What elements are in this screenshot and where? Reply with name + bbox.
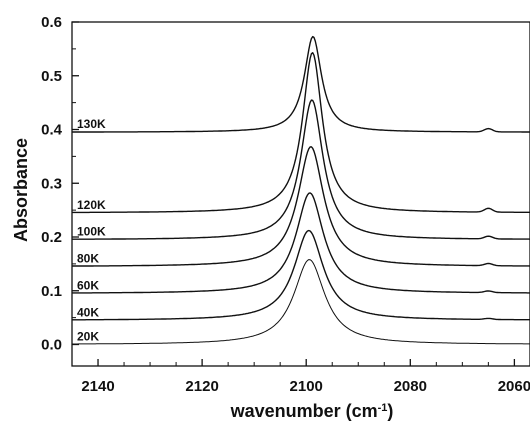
series-lines [71,35,530,345]
series-line-80k [71,146,530,267]
x-tick-label: 2140 [81,378,114,395]
y-axis: 0.0 0.1 0.2 0.3 0.4 0.5 0.6 [41,14,79,354]
y-axis-title: Absorbance [11,138,31,242]
y-tick-label: 0.1 [41,283,62,300]
x-tick-label: 2080 [394,378,427,395]
x-tick-label: 2100 [290,378,323,395]
y-tick-label: 0.5 [41,68,62,85]
series-line-120k [72,52,530,214]
series-label-100k: 100K [77,225,106,239]
series-label-20k: 20K [77,330,99,344]
series-labels: 20K 40K 60K 80K 100K 120K 130K [77,117,106,343]
series-line-130k [72,35,530,133]
x-axis-title-main: wavenumber (cm [230,401,378,421]
plot-frame [71,21,530,367]
series-label-40k: 40K [77,305,99,319]
y-tick-label: 0.6 [41,14,62,31]
series-label-130k: 130K [77,117,106,131]
series-label-120k: 120K [77,198,106,212]
series-line-60k [72,192,530,294]
series-line-20k [72,259,530,345]
y-tick-label: 0.0 [41,337,62,354]
y-tick-label: 0.3 [41,175,62,192]
y-tick-label: 0.2 [41,229,62,246]
x-tick-label: 2120 [185,378,218,395]
series-line-40k [72,229,530,321]
x-axis-title: wavenumber (cm-1) [230,401,394,421]
x-tick-label: 2060 [498,378,530,395]
x-axis: 2140 2120 2100 2080 2060 [71,359,530,395]
series-line-100k [72,99,530,240]
series-label-80k: 80K [77,252,99,266]
series-label-60k: 60K [77,278,99,292]
x-axis-title-close: ) [387,401,393,421]
y-tick-label: 0.4 [41,122,63,139]
x-axis-title-exponent: -1 [378,402,388,414]
